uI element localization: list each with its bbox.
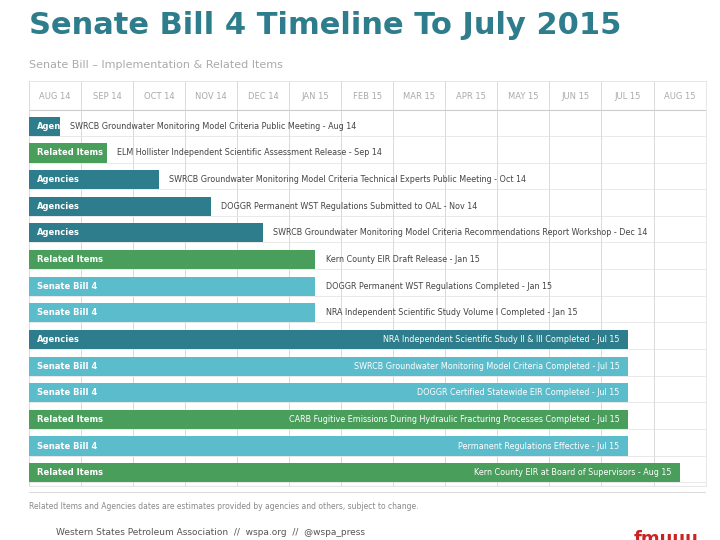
Text: Senate Bill 4: Senate Bill 4 <box>37 388 97 397</box>
FancyBboxPatch shape <box>29 170 159 189</box>
Text: MAR 15: MAR 15 <box>403 92 436 102</box>
FancyBboxPatch shape <box>29 197 211 216</box>
Text: Related Items and Agencies dates are estimates provided by agencies and others, : Related Items and Agencies dates are est… <box>29 502 418 510</box>
Text: NRA Independent Scientific Study II & III Completed - Jul 15: NRA Independent Scientific Study II & II… <box>383 335 620 344</box>
FancyBboxPatch shape <box>29 330 628 349</box>
Text: ELM Hollister Independent Scientific Assessment Release - Sep 14: ELM Hollister Independent Scientific Ass… <box>117 148 382 158</box>
Text: Permanent Regulations Effective - Jul 15: Permanent Regulations Effective - Jul 15 <box>459 442 620 450</box>
Text: Senate Bill – Implementation & Related Items: Senate Bill – Implementation & Related I… <box>29 60 283 70</box>
FancyBboxPatch shape <box>29 356 628 376</box>
Text: OCT 14: OCT 14 <box>144 92 174 102</box>
Text: Agencies: Agencies <box>37 228 79 238</box>
Text: SWRCB Groundwater Monitoring Model Criteria Recommendations Report Workshop - De: SWRCB Groundwater Monitoring Model Crite… <box>274 228 648 238</box>
Text: JUL 15: JUL 15 <box>614 92 641 102</box>
FancyBboxPatch shape <box>29 410 628 429</box>
Text: NOV 14: NOV 14 <box>195 92 227 102</box>
Text: Senate Bill 4 Timeline To July 2015: Senate Bill 4 Timeline To July 2015 <box>29 11 621 40</box>
Text: Related Items: Related Items <box>37 415 103 424</box>
Text: Senate Bill 4: Senate Bill 4 <box>37 282 97 291</box>
FancyBboxPatch shape <box>29 143 107 163</box>
Text: JAN 15: JAN 15 <box>302 92 329 102</box>
FancyBboxPatch shape <box>29 250 315 269</box>
FancyBboxPatch shape <box>29 303 315 322</box>
Text: DOGGR Permanent WST Regulations Submitted to OAL - Nov 14: DOGGR Permanent WST Regulations Submitte… <box>222 202 477 211</box>
Text: FEB 15: FEB 15 <box>353 92 382 102</box>
FancyBboxPatch shape <box>29 276 315 296</box>
Text: DEC 14: DEC 14 <box>248 92 279 102</box>
FancyBboxPatch shape <box>29 223 263 242</box>
Text: fmuuu: fmuuu <box>634 530 699 540</box>
Text: Agencies: Agencies <box>37 202 79 211</box>
Text: NRA Independent Scientific Study Volume I Completed - Jan 15: NRA Independent Scientific Study Volume … <box>325 308 577 318</box>
Text: Kern County EIR Draft Release - Jan 15: Kern County EIR Draft Release - Jan 15 <box>325 255 480 264</box>
Text: Related Items: Related Items <box>37 255 103 264</box>
Text: Agencies: Agencies <box>37 175 79 184</box>
Text: Senate Bill 4: Senate Bill 4 <box>37 362 97 370</box>
Text: SWRCB Groundwater Monitoring Model Criteria Technical Experts Public Meeting - O: SWRCB Groundwater Monitoring Model Crite… <box>169 175 526 184</box>
Text: SEP 14: SEP 14 <box>92 92 121 102</box>
Text: JUN 15: JUN 15 <box>562 92 590 102</box>
Text: Western States Petroleum Association  //  wspa.org  //  @wspa_press: Western States Petroleum Association // … <box>56 528 365 537</box>
Text: Related Items: Related Items <box>37 468 103 477</box>
Text: APR 15: APR 15 <box>456 92 486 102</box>
Text: Senate Bill 4: Senate Bill 4 <box>37 308 97 318</box>
Text: Related Items: Related Items <box>37 148 103 158</box>
Text: AUG 14: AUG 14 <box>39 92 71 102</box>
Text: DOGGR Certified Statewide EIR Completed - Jul 15: DOGGR Certified Statewide EIR Completed … <box>418 388 620 397</box>
Text: CARB Fugitive Emissions During Hydraulic Fracturing Processes Completed - Jul 15: CARB Fugitive Emissions During Hydraulic… <box>289 415 620 424</box>
Text: MAY 15: MAY 15 <box>508 92 539 102</box>
Text: SWRCB Groundwater Monitoring Model Criteria Completed - Jul 15: SWRCB Groundwater Monitoring Model Crite… <box>354 362 620 370</box>
Text: SWRCB Groundwater Monitoring Model Criteria Public Meeting - Aug 14: SWRCB Groundwater Monitoring Model Crite… <box>71 122 356 131</box>
Text: DOGGR Permanent WST Regulations Completed - Jan 15: DOGGR Permanent WST Regulations Complete… <box>325 282 552 291</box>
Text: Senate Bill 4: Senate Bill 4 <box>37 442 97 450</box>
FancyBboxPatch shape <box>29 463 680 482</box>
Text: AUG 15: AUG 15 <box>664 92 696 102</box>
Text: Agencies: Agencies <box>37 335 79 344</box>
FancyBboxPatch shape <box>29 436 628 456</box>
FancyBboxPatch shape <box>29 117 60 136</box>
Text: Agencies: Agencies <box>37 122 79 131</box>
FancyBboxPatch shape <box>29 383 628 402</box>
Text: Kern County EIR at Board of Supervisors - Aug 15: Kern County EIR at Board of Supervisors … <box>474 468 672 477</box>
